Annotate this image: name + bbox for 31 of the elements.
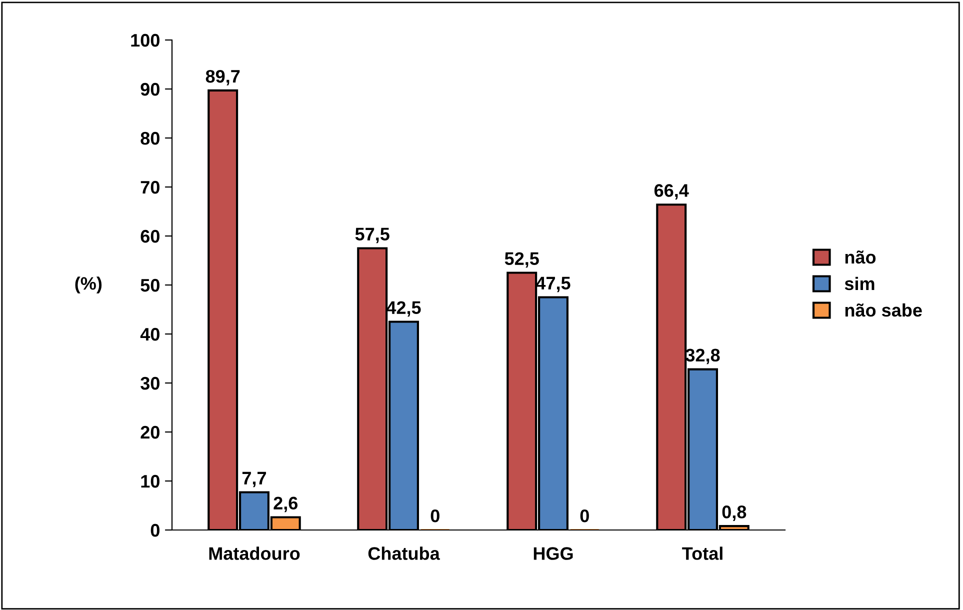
- legend-label: não: [845, 250, 876, 264]
- data-label: 89,7: [206, 70, 240, 86]
- data-label: 57,5: [355, 228, 390, 244]
- y-tick-label: 70: [140, 180, 160, 194]
- x-tick-label: Matadouro: [209, 546, 300, 560]
- legend-label: sim: [844, 276, 874, 290]
- x-tick-label: Total: [682, 546, 722, 560]
- data-label: 42,5: [386, 301, 421, 317]
- y-tick-label: 80: [140, 132, 160, 145]
- data-label: 7,7: [242, 472, 266, 488]
- data-label: 52,5: [504, 252, 539, 268]
- x-tick-label: HGG: [534, 547, 573, 560]
- y-tick-label: 30: [140, 376, 160, 390]
- y-tick-label: 100: [131, 34, 160, 47]
- y-axis-title: (%): [75, 276, 102, 294]
- y-tick-label: 60: [140, 230, 160, 243]
- y-tick-label: 50: [140, 278, 160, 292]
- y-tick-label: 90: [140, 82, 160, 96]
- data-label: 32,8: [686, 348, 720, 364]
- data-label: 0: [580, 509, 589, 522]
- y-tick-label: 0: [150, 524, 160, 537]
- y-tick-label: 10: [141, 474, 160, 488]
- data-label: 2,6: [274, 496, 298, 512]
- y-tick-label: 20: [140, 426, 160, 439]
- data-label: 47,5: [536, 276, 570, 292]
- data-label: 66,4: [654, 184, 689, 200]
- x-tick-label: Chatuba: [368, 546, 440, 560]
- data-label: 0,8: [722, 506, 746, 521]
- legend-label: não sabe: [845, 303, 922, 317]
- y-tick-label: 40: [140, 328, 160, 341]
- data-label: 0: [430, 509, 440, 522]
